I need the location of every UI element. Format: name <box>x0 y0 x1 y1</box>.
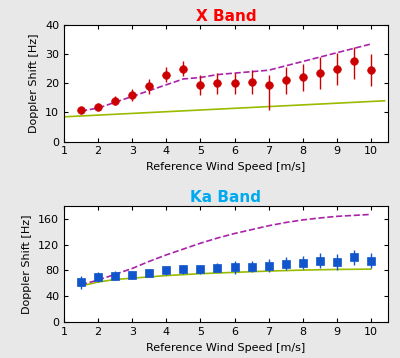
X-axis label: Reference Wind Speed [m/s]: Reference Wind Speed [m/s] <box>146 162 306 172</box>
Y-axis label: Doppler Shift [Hz]: Doppler Shift [Hz] <box>30 34 40 133</box>
X-axis label: Reference Wind Speed [m/s]: Reference Wind Speed [m/s] <box>146 343 306 353</box>
Title: X Band: X Band <box>196 9 256 24</box>
Title: Ka Band: Ka Band <box>190 189 262 204</box>
Y-axis label: Doppler Shift [Hz]: Doppler Shift [Hz] <box>22 214 32 314</box>
